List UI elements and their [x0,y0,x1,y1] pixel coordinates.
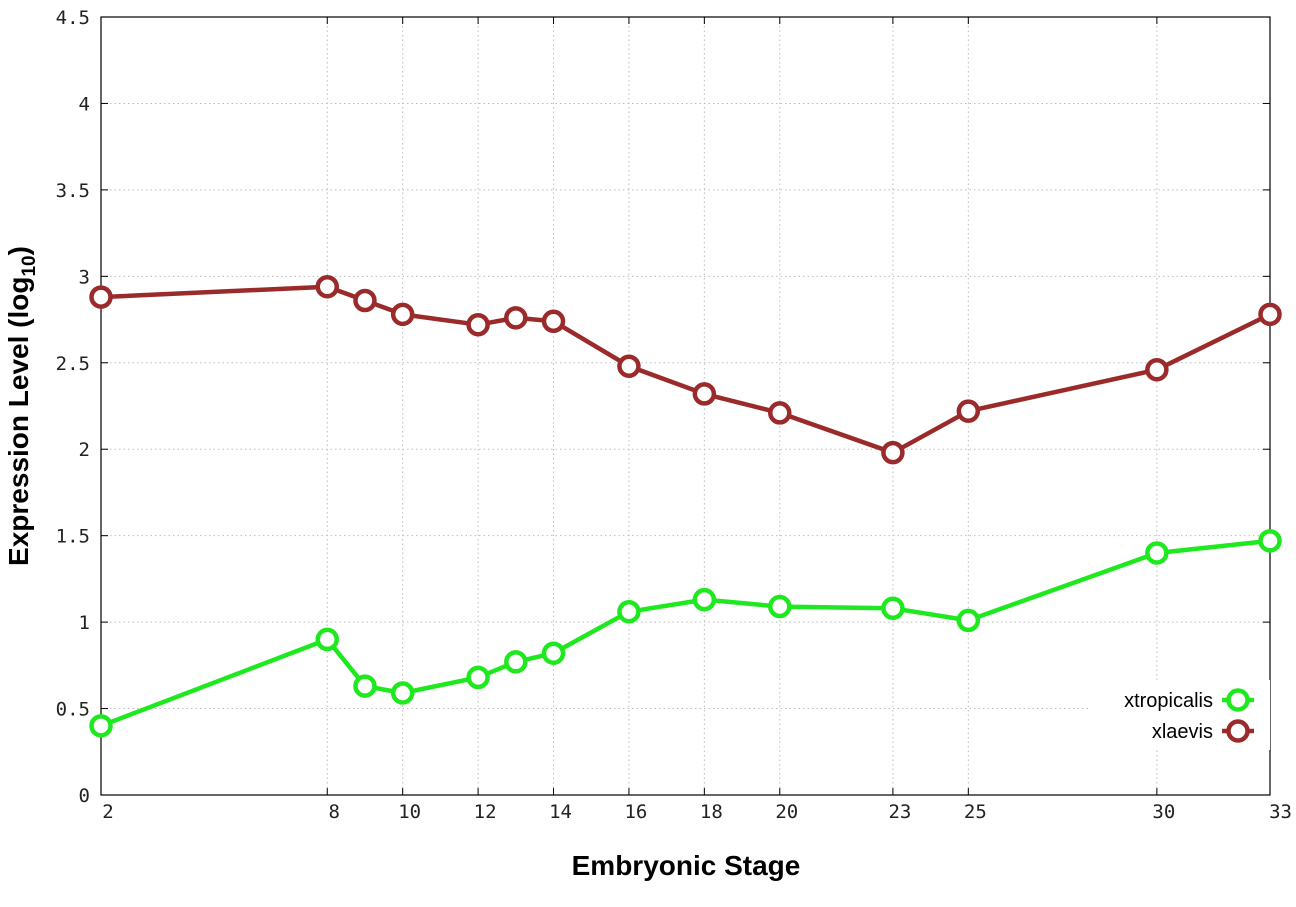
plot-frame [100,16,1271,796]
y-tick-label: 4.5 [56,7,90,29]
x-tick-label: 2 [102,801,113,823]
data-point [617,354,641,378]
x-tick-label: 10 [398,801,421,823]
axis-ticks: 2 8 10 12 14 16 18 20 23 25 30 33 0 0.5 1 1.5 2 2.5 3 3.5 4 4… [56,7,1292,823]
data-point [768,401,792,425]
data-point [89,714,113,738]
series-layer [89,274,1282,738]
data-point [390,681,415,705]
data-point [89,285,113,309]
data-point [504,650,528,674]
y-tick-label: 3 [79,266,90,288]
x-axis-title: Embryonic Stage [572,850,801,881]
data-point [315,274,340,299]
series-xlaevis [89,274,1282,465]
y-axis-title-subscript: 10 [19,255,40,276]
x-tick-label: 12 [474,801,497,823]
x-tick-label: 23 [888,801,911,823]
data-point [768,594,792,619]
legend-swatch-marker [1226,688,1250,712]
y-tick-label: 4 [79,93,90,115]
x-tick-label: 33 [1269,801,1292,823]
data-point [692,587,717,612]
data-point [353,674,377,698]
y-tick-label: 1.5 [56,526,90,548]
x-tick-label: 18 [700,801,723,823]
data-point [315,627,340,652]
data-point [541,309,566,334]
x-tick-label: 16 [624,801,647,823]
x-tick-label: 8 [329,801,340,823]
data-point [353,288,377,313]
x-tick-label: 14 [549,801,572,823]
data-point [1145,357,1169,382]
data-point [692,382,717,406]
y-tick-label: 1 [79,612,90,634]
data-point [466,665,490,690]
y-axis-title: Expression Level (log10) [3,246,40,566]
y-axis-title-main: Expression Level (log [3,277,34,566]
y-tick-label: 2 [79,439,90,461]
y-tick-label: 3.5 [56,180,90,202]
series-line [100,284,1271,455]
data-point [466,312,490,337]
data-point [390,302,415,327]
series-xtropicalis [89,529,1282,738]
data-point [881,596,905,621]
legend-entry: xtropicalis [1124,688,1254,712]
legend: xtropicalis xlaevis [1090,680,1270,750]
data-point [956,608,981,633]
data-point [881,440,905,465]
legend-label: xtropicalis [1124,690,1213,712]
legend-swatch-marker [1226,719,1250,743]
data-point [1258,529,1282,553]
legend-label: xlaevis [1152,721,1213,743]
y-tick-label: 0.5 [56,699,90,721]
data-point [504,306,528,330]
x-tick-label: 20 [775,801,798,823]
x-tick-label: 25 [964,801,987,823]
y-axis-title-close: ) [3,246,34,255]
data-point [1258,302,1282,327]
data-point [1145,541,1169,565]
data-point [617,599,641,624]
legend-entry: xlaevis [1152,719,1254,743]
data-point [956,399,981,423]
y-tick-label: 2.5 [56,353,90,375]
y-tick-label: 0 [79,785,90,807]
data-point [541,641,566,665]
x-tick-label: 30 [1152,801,1175,823]
grid [101,17,1270,795]
